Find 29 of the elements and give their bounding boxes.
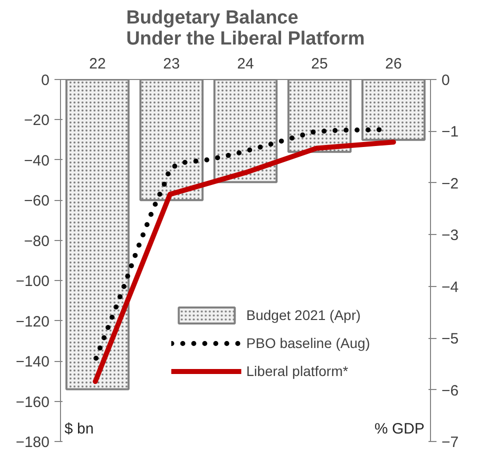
x-tick-label: 25 bbox=[311, 56, 328, 72]
x-tick-label: 24 bbox=[237, 56, 254, 72]
y-tick-label: −80 bbox=[24, 232, 50, 250]
y-tick-label: −40 bbox=[24, 152, 50, 170]
y2-tick-label: −2 bbox=[442, 175, 459, 192]
y2-tick-label: −6 bbox=[442, 382, 459, 400]
x-tick-label: 22 bbox=[89, 56, 106, 72]
y2-tick-label: −3 bbox=[442, 227, 459, 244]
x-tick-label: 23 bbox=[163, 56, 180, 72]
y-tick-label: −120 bbox=[16, 313, 50, 330]
y-tick-label: −20 bbox=[24, 112, 50, 130]
y-tick-label: −140 bbox=[16, 354, 50, 371]
legend-label: Budget 2021 (Apr) bbox=[246, 307, 361, 323]
legend-label: Liberal platform* bbox=[246, 363, 348, 379]
y2-tick-label: −5 bbox=[442, 330, 459, 348]
y-tick-label: 0 bbox=[41, 72, 50, 89]
y-tick-label: −180 bbox=[16, 434, 50, 451]
y-tick-label: −60 bbox=[24, 192, 50, 210]
legend-label: PBO baseline (Aug) bbox=[246, 335, 370, 351]
y-tick-label: −100 bbox=[16, 273, 50, 290]
y2-tick-label: −4 bbox=[442, 278, 459, 296]
annotation: $ bn bbox=[64, 420, 94, 438]
y2-tick-label: 0 bbox=[442, 72, 450, 89]
y2-tick-label: −7 bbox=[442, 434, 459, 451]
x-tick-label: 26 bbox=[385, 56, 402, 72]
chart-title: Budgetary Balance Under the Liberal Platform bbox=[126, 8, 365, 50]
annotation: % GDP bbox=[374, 420, 425, 438]
y-tick-label: −160 bbox=[16, 394, 50, 411]
y2-tick-label: −1 bbox=[442, 124, 459, 141]
